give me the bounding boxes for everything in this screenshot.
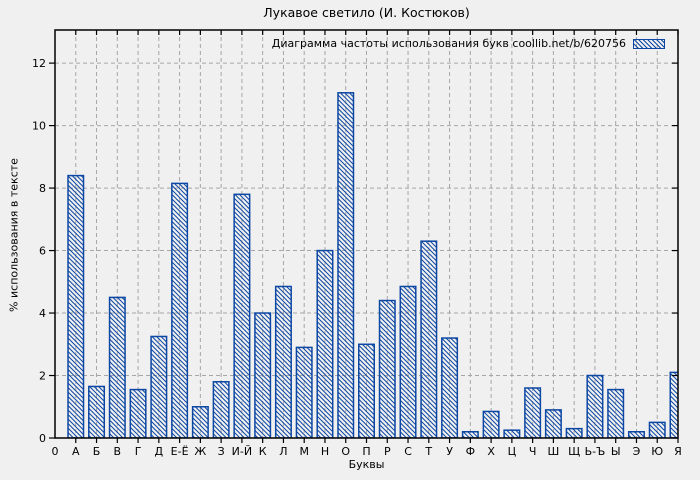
bar-Б xyxy=(88,385,106,438)
bar-Т xyxy=(420,240,438,438)
chart-title: Лукавое светило (И. Костюков) xyxy=(263,5,470,20)
x-tick-label-Ч: Ч xyxy=(529,445,537,458)
bar-П xyxy=(358,343,375,438)
bar-Н xyxy=(316,249,334,438)
x-tick-label-С: С xyxy=(404,445,412,458)
x-tick-label-Ж: Ж xyxy=(194,445,206,458)
bar-Д xyxy=(150,335,168,438)
bar-Л xyxy=(274,285,292,438)
legend-hatch-swatch xyxy=(633,38,665,49)
x-tick-label-Ь-Ъ: Ь-Ъ xyxy=(585,445,606,458)
x-tick-label-В: В xyxy=(114,445,122,458)
x-tick-label-Ф: Ф xyxy=(466,445,475,458)
x-tick-label-Ш: Ш xyxy=(548,445,560,458)
x-tick-label-Б: Б xyxy=(93,445,101,458)
x-tick-label-Т: Т xyxy=(424,445,432,458)
x-tick-label-А: А xyxy=(72,445,80,458)
legend: Диаграмма частоты использования букв coo… xyxy=(272,37,665,50)
bar-Ш xyxy=(544,409,562,438)
x-tick-label-Н: Н xyxy=(321,445,329,458)
x-tick-label-П: П xyxy=(362,445,370,458)
bar-О xyxy=(337,92,355,438)
bar-К xyxy=(254,312,272,438)
x-tick-label-Х: Х xyxy=(487,445,495,458)
x-tick-label-Д: Д xyxy=(155,445,164,458)
bar-С xyxy=(399,285,417,438)
bar-Ы xyxy=(607,388,625,438)
bar-Ф xyxy=(461,431,479,438)
bar-Я xyxy=(669,371,678,438)
y-tick-label: 8 xyxy=(39,182,46,195)
bar-Ю xyxy=(648,421,666,438)
bar-И-Й xyxy=(233,193,251,438)
y-tick-label: 6 xyxy=(39,245,46,258)
x-tick-label-Щ: Щ xyxy=(568,445,580,458)
x-tick-label-О: О xyxy=(341,445,350,458)
x-tick-label-Ы: Ы xyxy=(611,445,621,458)
x-tick-label-Ю: Ю xyxy=(651,445,663,458)
x-tick-label-К: К xyxy=(259,445,267,458)
y-tick-label: 10 xyxy=(32,120,46,133)
x-tick-label-Г: Г xyxy=(135,445,142,458)
legend-label: Диаграмма частоты использования букв coo… xyxy=(271,37,626,50)
x-tick-label-М: М xyxy=(299,445,309,458)
x-tick-label-И-Й: И-Й xyxy=(232,445,252,458)
y-tick-label: 2 xyxy=(39,370,46,383)
bar-Ж xyxy=(191,406,209,438)
x-tick-label-Е-Ё: Е-Ё xyxy=(171,445,189,458)
x-tick-label-Ц: Ц xyxy=(508,445,517,458)
bar-Ь-Ъ xyxy=(586,374,604,438)
bar-Е-Ё xyxy=(171,182,189,438)
y-tick-label: 0 xyxy=(39,432,46,445)
x-tick-label-Р: Р xyxy=(384,445,391,458)
y-tick-label: 4 xyxy=(39,307,46,320)
bar-Э xyxy=(627,431,645,438)
x-tick-label-Э: Э xyxy=(633,445,641,458)
bar-В xyxy=(108,296,126,438)
bar-Ц xyxy=(503,429,521,438)
bar-Р xyxy=(378,299,396,438)
bar-Щ xyxy=(565,427,583,438)
x-origin-label: 0 xyxy=(52,445,59,458)
bar-У xyxy=(441,337,459,438)
x-axis-label: Буквы xyxy=(348,458,385,471)
tick-marks xyxy=(49,30,679,443)
x-tick-label-З: З xyxy=(218,445,225,458)
bar-З xyxy=(212,381,230,438)
y-tick-label: 12 xyxy=(32,57,46,70)
bars xyxy=(67,92,678,438)
x-tick-label-Я: Я xyxy=(674,445,682,458)
x-tick-label-Л: Л xyxy=(279,445,287,458)
bar-А xyxy=(67,174,85,438)
bar-Х xyxy=(482,410,500,438)
bar-Г xyxy=(129,388,147,438)
x-tick-label-У: У xyxy=(446,445,453,458)
bar-Ч xyxy=(524,387,542,438)
bar-М xyxy=(295,346,313,438)
